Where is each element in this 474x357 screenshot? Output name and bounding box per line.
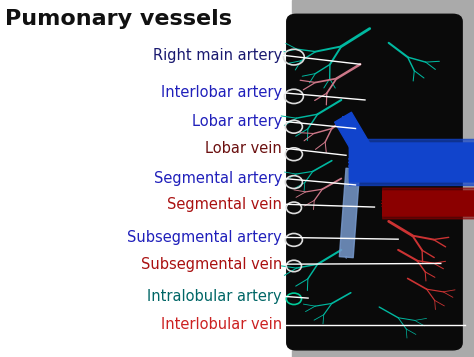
Text: Subsegmental vein: Subsegmental vein	[141, 257, 282, 272]
Text: Lobar artery: Lobar artery	[192, 114, 282, 129]
Text: Intralobular artery: Intralobular artery	[147, 289, 282, 304]
FancyArrowPatch shape	[382, 191, 474, 216]
Text: Pumonary vessels: Pumonary vessels	[5, 9, 232, 29]
Text: Interlobular vein: Interlobular vein	[161, 317, 282, 332]
FancyArrowPatch shape	[335, 112, 377, 165]
Text: Subsegmental artery: Subsegmental artery	[128, 230, 282, 245]
Text: Segmental artery: Segmental artery	[154, 171, 282, 186]
Text: Segmental vein: Segmental vein	[167, 197, 282, 212]
Text: Right main artery: Right main artery	[153, 48, 282, 63]
FancyBboxPatch shape	[287, 14, 462, 350]
FancyArrowPatch shape	[349, 140, 474, 178]
FancyArrowPatch shape	[382, 188, 474, 213]
FancyArrowPatch shape	[382, 194, 474, 219]
FancyArrowPatch shape	[339, 168, 360, 258]
Text: Interlobar artery: Interlobar artery	[161, 85, 282, 100]
FancyArrowPatch shape	[349, 147, 474, 185]
FancyArrowPatch shape	[349, 143, 474, 182]
Text: Lobar vein: Lobar vein	[205, 141, 282, 156]
Bar	[292, 0, 474, 357]
